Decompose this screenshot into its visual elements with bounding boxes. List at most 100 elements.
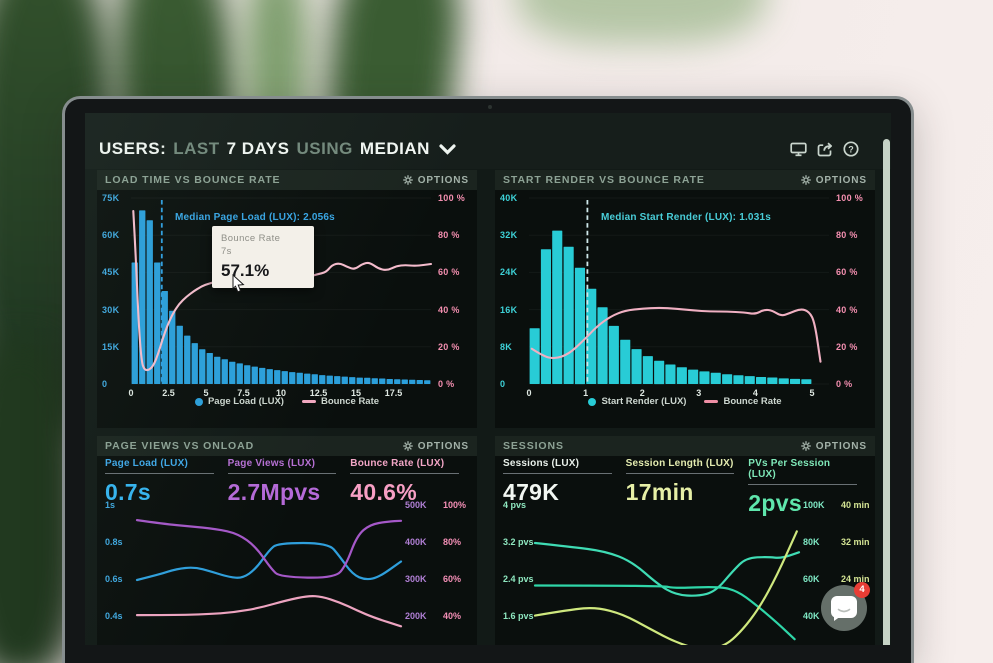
histogram-bar — [214, 356, 221, 384]
histogram-bar — [790, 378, 801, 384]
histogram-bar — [206, 353, 213, 384]
options-button[interactable]: OPTIONS — [800, 175, 867, 186]
metric-pvs-per-session[interactable]: PVs Per Session (LUX) 2pvs — [748, 458, 871, 517]
x-axis-tick: 15 — [350, 388, 361, 398]
legend-dot-icon — [194, 397, 203, 406]
y-axis-tick: 16K — [500, 304, 518, 315]
options-button[interactable]: OPTIONS — [402, 175, 469, 186]
chat-widget-button[interactable]: 4 — [821, 582, 870, 631]
panel-title: LOAD TIME VS BOUNCE RATE — [105, 174, 281, 186]
chart-legend: Page Load (LUX) Bounce Rate — [97, 396, 477, 407]
panel-title: PAGE VIEWS VS ONLOAD — [105, 440, 255, 452]
chat-bubble-icon — [831, 596, 857, 621]
legend-item-bounce-rate[interactable]: Bounce Rate — [704, 396, 782, 407]
y-axis-tick: 0 — [500, 379, 506, 389]
title-users: USERS: — [99, 139, 167, 158]
topbar-icons: ? — [790, 141, 859, 157]
histogram-bar — [296, 372, 303, 384]
webcam-dot — [488, 105, 492, 109]
tooltip: Bounce Rate 7s 57.1% — [212, 226, 314, 288]
x-axis-tick: 1 — [583, 388, 589, 398]
histogram-bar — [281, 371, 288, 384]
histogram-bar — [586, 288, 597, 384]
histogram-bar — [274, 370, 281, 384]
x-axis-tick: 10 — [275, 388, 286, 398]
y-axis-tick: 60K — [102, 230, 120, 241]
histogram-bar — [341, 376, 348, 384]
y-axis-tick: 40 min — [841, 500, 870, 510]
metrics-row: Page Load (LUX) 0.7s Page Views (LUX) 2.… — [105, 458, 473, 506]
x-axis-tick: 2.5 — [162, 388, 175, 398]
legend-item-page-load[interactable]: Page Load (LUX) — [194, 396, 284, 407]
options-button[interactable]: OPTIONS — [402, 441, 469, 452]
panel-header: SESSIONS OPTIONS — [495, 436, 875, 456]
dashboard-topbar: USERS: LAST 7 DAYS USING MEDIAN — [85, 113, 891, 169]
x-axis-tick: 0 — [128, 388, 134, 398]
plant-leaf — [516, 0, 766, 44]
y-axis-tick-pair: 100K 40 min — [803, 500, 870, 510]
y-axis-tick: 15K — [102, 341, 120, 352]
y-axis-tick: 0.4s — [105, 611, 123, 621]
legend-item-bounce-rate[interactable]: Bounce Rate — [301, 396, 379, 407]
panel-header: PAGE VIEWS VS ONLOAD OPTIONS — [97, 436, 477, 456]
histogram-bar — [289, 372, 296, 384]
display-icon[interactable] — [790, 142, 807, 157]
y-axis-tick: 80 % — [438, 230, 460, 241]
x-axis-tick: 12.5 — [309, 388, 328, 398]
y-axis-tick: 100K — [803, 500, 825, 510]
histogram-bar — [236, 363, 243, 384]
y-axis-tick: 0 — [102, 379, 108, 389]
histogram-bar — [722, 374, 733, 384]
chart-area[interactable]: 1s 0.8s 0.6s 0.4s 500K 100% 400K 80% 300K 60% 200K… — [97, 498, 477, 645]
gear-icon — [800, 441, 811, 451]
page-views-line-chart[interactable] — [135, 498, 403, 645]
histogram-bar — [244, 365, 251, 384]
options-button[interactable]: OPTIONS — [800, 441, 867, 452]
y-axis-tick: 45K — [102, 267, 120, 278]
median-annotation: Median Start Render (LUX): 1.031s — [601, 212, 771, 223]
title-last: LAST — [173, 139, 220, 158]
x-axis-tick: 5 — [203, 388, 209, 398]
panel-sessions: SESSIONS OPTIONS Sessions (LUX) 479K Ses… — [495, 436, 875, 645]
metric-page-views[interactable]: Page Views (LUX) 2.7Mpvs — [227, 458, 351, 506]
dashboard-title-dropdown[interactable]: USERS: LAST 7 DAYS USING MEDIAN — [99, 139, 456, 159]
histogram-bar — [259, 367, 266, 384]
panel-title: SESSIONS — [503, 440, 564, 452]
histogram-bar — [767, 377, 778, 384]
help-icon[interactable]: ? — [843, 141, 859, 157]
y-axis-tick: 60 % — [836, 267, 858, 278]
histogram-bar — [191, 343, 198, 384]
histogram-bar — [319, 375, 326, 384]
tooltip-title: Bounce Rate — [221, 233, 281, 244]
chart-area[interactable]: Median Page Load (LUX): 2.056s Bounce Ra… — [97, 190, 477, 398]
y-axis-tick: 0 % — [438, 379, 455, 389]
series-line — [533, 541, 801, 597]
sessions-line-chart[interactable] — [533, 498, 801, 645]
start-render-histogram[interactable] — [529, 197, 829, 385]
share-icon[interactable] — [817, 142, 833, 157]
legend-item-start-render[interactable]: Start Render (LUX) — [588, 396, 686, 407]
y-axis-tick: 40K — [500, 193, 518, 203]
metric-session-length[interactable]: Session Length (LUX) 17min — [625, 458, 735, 505]
histogram-bar — [733, 375, 744, 384]
histogram-bar — [552, 230, 563, 384]
tooltip-time: 7s — [221, 245, 232, 257]
histogram-bar — [221, 359, 228, 384]
scrollbar[interactable] — [883, 139, 890, 645]
chart-area[interactable]: 4 pvs 3.2 pvs 2.4 pvs 1.6 pvs 100K 40 min 80K 3… — [495, 498, 875, 645]
histogram-bar — [699, 371, 710, 384]
chart-area[interactable]: Median Start Render (LUX): 1.031s 40K 32K… — [495, 190, 875, 398]
title-days: 7 DAYS — [226, 139, 290, 158]
metric-sessions[interactable]: Sessions (LUX) 479K — [503, 458, 626, 517]
metric-underline — [503, 473, 612, 474]
metric-bounce-rate[interactable]: Bounce Rate (LUX) 40.6% — [350, 458, 473, 506]
y-axis-tick: 60% — [443, 574, 462, 584]
y-axis-tick: 40K — [803, 611, 820, 621]
histogram-bar — [744, 376, 755, 384]
metric-page-load[interactable]: Page Load (LUX) 0.7s — [105, 458, 228, 506]
histogram-bar — [229, 361, 236, 384]
y-axis-tick: 100 % — [836, 193, 864, 203]
y-axis-tick: 32K — [500, 230, 518, 241]
series-line — [135, 519, 403, 579]
